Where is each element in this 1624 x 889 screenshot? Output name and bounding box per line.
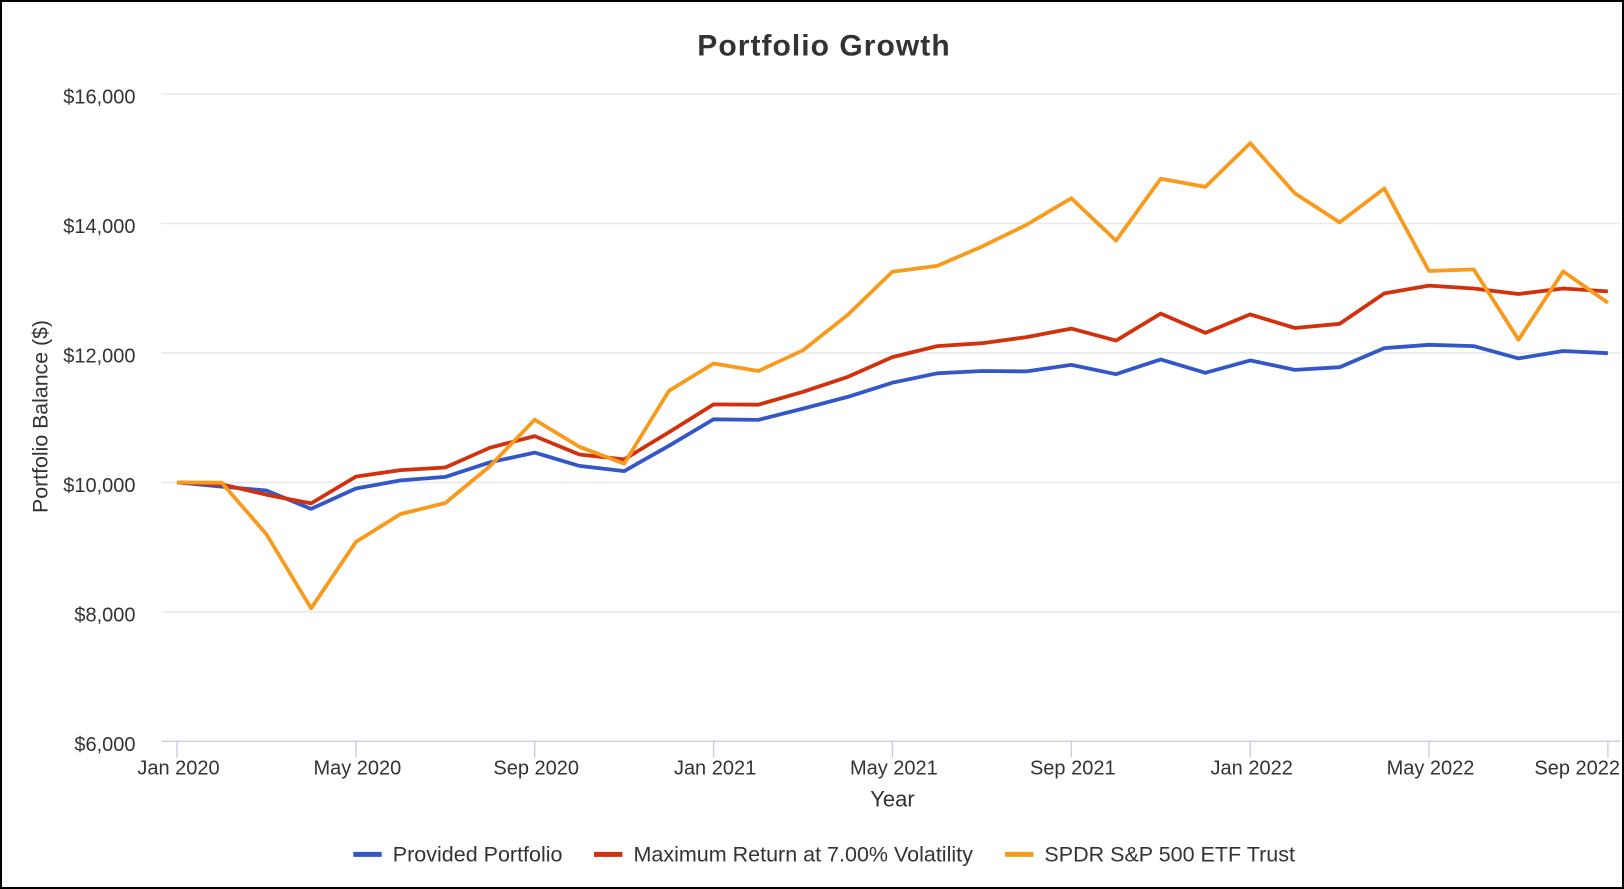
- svg-text:May 2022: May 2022: [1387, 758, 1475, 780]
- svg-text:$6,000: $6,000: [74, 734, 135, 756]
- svg-text:May 2021: May 2021: [850, 758, 938, 780]
- svg-text:Portfolio Balance ($): Portfolio Balance ($): [29, 320, 53, 513]
- svg-text:Maximum Return at 7.00% Volati: Maximum Return at 7.00% Volatility: [634, 842, 974, 866]
- svg-text:Sep 2020: Sep 2020: [493, 758, 579, 780]
- svg-text:$14,000: $14,000: [63, 216, 135, 238]
- svg-text:Year: Year: [870, 787, 914, 812]
- svg-text:Jan 2020: Jan 2020: [137, 758, 219, 780]
- svg-text:Sep 2021: Sep 2021: [1030, 758, 1116, 780]
- svg-text:SPDR S&P 500 ETF Trust: SPDR S&P 500 ETF Trust: [1044, 842, 1295, 866]
- svg-text:Portfolio Growth: Portfolio Growth: [697, 30, 950, 63]
- svg-text:May 2020: May 2020: [313, 758, 401, 780]
- svg-text:$10,000: $10,000: [63, 475, 135, 497]
- svg-text:$12,000: $12,000: [63, 345, 135, 367]
- svg-text:Provided Portfolio: Provided Portfolio: [393, 842, 563, 866]
- svg-text:Jan 2022: Jan 2022: [1211, 758, 1293, 780]
- svg-text:$8,000: $8,000: [74, 604, 135, 626]
- svg-text:Jan 2021: Jan 2021: [674, 758, 756, 780]
- svg-text:Sep 2022: Sep 2022: [1534, 758, 1620, 780]
- svg-text:$16,000: $16,000: [63, 87, 135, 109]
